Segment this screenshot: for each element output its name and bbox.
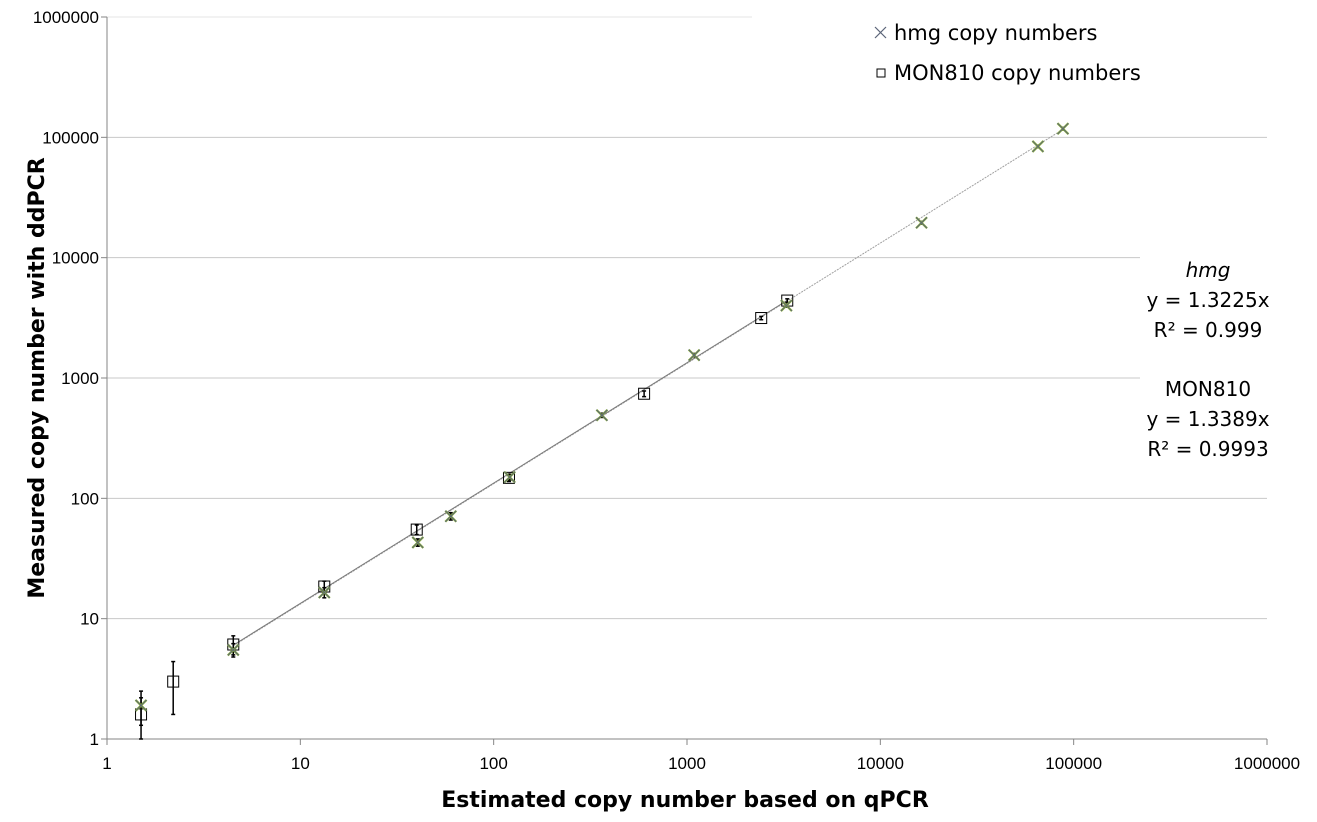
trendlines <box>233 128 1064 647</box>
annotation-line: y = 1.3225x <box>1146 288 1269 312</box>
legend-background <box>752 10 1172 92</box>
x-tick-label: 1000000 <box>1234 754 1300 773</box>
y-tick-label: 1000000 <box>33 8 99 27</box>
hmg-point <box>780 299 793 312</box>
annotation-line: MON810 <box>1165 377 1251 401</box>
y-tick-label: 100000 <box>42 128 99 147</box>
legend: hmg copy numbers MON810 copy numbers <box>752 10 1172 92</box>
legend-mon810-label: MON810 copy numbers <box>894 61 1141 85</box>
mon810-error-bar <box>414 524 419 536</box>
hmg-point <box>915 216 928 230</box>
y-tick-label: 10000 <box>52 249 99 268</box>
mon810-point <box>167 675 180 688</box>
hmg-point <box>411 536 425 549</box>
annotation-background <box>1140 246 1270 472</box>
annotation-line: hmg <box>1186 258 1231 282</box>
y-tick-label: 1 <box>90 730 99 749</box>
x-tick-label: 1000 <box>668 754 706 773</box>
x-tick-label: 100 <box>479 754 507 773</box>
mon810-error-bar <box>171 660 176 716</box>
hmg-error-bar <box>139 690 144 727</box>
hmg-point <box>134 699 148 712</box>
mon810-point <box>755 312 768 325</box>
hmg-point <box>503 470 516 484</box>
y-tick-label: 100 <box>71 489 99 508</box>
y-axis-title: Measured copy number with ddPCR <box>25 157 50 598</box>
mon810-error-bar <box>642 390 647 398</box>
hmg-point <box>595 409 609 422</box>
hmg-point <box>227 643 240 657</box>
y-ticks: 1 10 100 1000 10000 100000 1000000 <box>33 8 107 749</box>
legend-hmg-label: hmg copy numbers <box>894 21 1098 45</box>
x-tick-label: 10000 <box>857 754 904 773</box>
legend-mon810-marker <box>876 68 886 78</box>
hmg-point <box>318 586 331 599</box>
x-ticks: 1 10 100 1000 10000 100000 1000000 <box>102 739 1300 773</box>
legend-hmg-marker <box>874 26 887 39</box>
y-tick-label: 1000 <box>61 369 99 388</box>
hmg-point <box>1056 122 1070 135</box>
data-marks <box>134 122 1070 740</box>
hmg-point <box>687 348 701 362</box>
annotation-line: y = 1.3389x <box>1146 407 1269 431</box>
hmg-point <box>444 509 458 523</box>
x-tick-label: 10 <box>291 754 310 773</box>
hmg-point <box>1031 140 1045 153</box>
x-tick-label: 100000 <box>1045 754 1102 773</box>
x-axis-title: Estimated copy number based on qPCR <box>441 788 929 813</box>
mon810-point <box>410 523 423 536</box>
x-tick-label: 1 <box>102 754 111 773</box>
mon810-point <box>638 387 651 400</box>
annotation-line: R² = 0.999 <box>1154 318 1263 342</box>
annotation-line: R² = 0.9993 <box>1147 437 1268 461</box>
regression-annotations: hmg y = 1.3225x R² = 0.999 MON810 y = 1.3389… <box>1146 258 1269 461</box>
gridlines <box>107 16 1267 620</box>
mon810-point <box>502 471 515 484</box>
trendline-hmg <box>233 128 1064 647</box>
mon810-error-bar <box>759 315 764 321</box>
y-tick-label: 10 <box>80 610 99 629</box>
